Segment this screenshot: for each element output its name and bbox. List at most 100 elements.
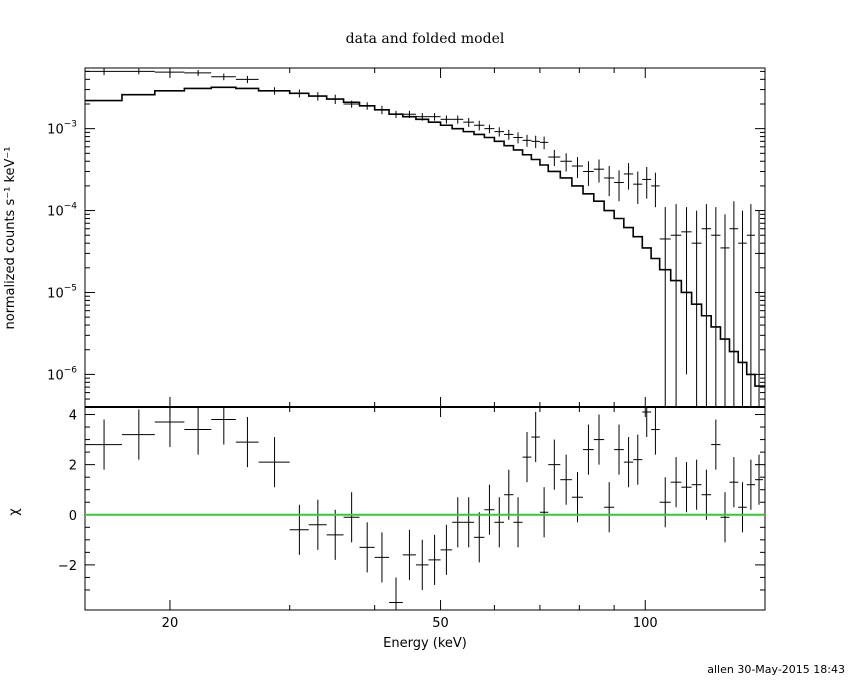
residual-point [691, 459, 702, 510]
residual-point [463, 497, 475, 548]
bottom-y-axis-label: χ [7, 508, 22, 516]
top-y-axis-label: normalized counts s⁻¹ keV⁻¹ [3, 147, 18, 330]
data-point [440, 115, 453, 124]
data-point [484, 124, 495, 134]
residual-point [746, 459, 755, 510]
data-point [633, 171, 643, 205]
residual-point [389, 577, 403, 610]
top-y-tick-label: 10−5 [47, 283, 77, 301]
footer-stamp: allen 30-May-2015 18:43 [707, 663, 845, 676]
residual-point [326, 509, 344, 560]
data-point [531, 135, 540, 149]
data-point [474, 120, 485, 131]
data-point [85, 68, 122, 76]
residual-point [754, 454, 764, 505]
data-point [154, 69, 185, 76]
residual-point [154, 407, 185, 448]
residual-point [593, 414, 605, 465]
residual-point [289, 504, 309, 555]
residual-point [681, 462, 692, 513]
residual-point [738, 482, 747, 533]
residual-point [440, 524, 453, 575]
residual-point [504, 469, 514, 520]
data-point [670, 204, 682, 407]
x-tick-label: 100 [633, 616, 658, 631]
data-point [583, 161, 594, 186]
residual-point [474, 512, 485, 563]
top-y-tick-label: 10−4 [47, 202, 77, 220]
residual-point [402, 529, 416, 580]
residual-point [614, 424, 624, 475]
data-point [711, 207, 721, 407]
data-point [729, 201, 739, 407]
residual-point [560, 454, 572, 505]
data-point [184, 69, 212, 76]
top-panel-data [85, 68, 764, 407]
data-point [211, 73, 236, 81]
data-point [504, 129, 514, 140]
x-tick-label: 20 [162, 616, 179, 631]
residual-point [539, 487, 549, 538]
residual-point [604, 482, 615, 533]
residual-point [583, 424, 594, 475]
residual-point [415, 539, 429, 590]
residual-point [308, 499, 327, 550]
residual-point [670, 457, 682, 508]
residual-point [659, 477, 671, 528]
data-point [681, 207, 692, 375]
bottom-panel-frame [84, 406, 766, 611]
residual-point [720, 492, 730, 543]
bottom-y-tick-label: 0 [69, 509, 77, 524]
data-point [651, 172, 660, 208]
data-point [593, 159, 605, 183]
residual-point [701, 469, 712, 520]
top-panel-model [85, 86, 765, 387]
residual-point [623, 437, 634, 488]
residual-point [484, 484, 495, 535]
bottom-y-tick-label: 2 [69, 459, 77, 474]
data-point [614, 170, 624, 202]
residual-point [359, 522, 375, 573]
data-point [428, 113, 441, 121]
top-panel-ticks: 10−3 10−4 10−5 10−6 [47, 68, 765, 408]
residual-point [522, 432, 532, 483]
residual-point [633, 434, 643, 485]
residual-point [642, 407, 652, 438]
data-point [738, 210, 747, 407]
data-point [548, 149, 561, 166]
data-point [746, 204, 755, 407]
residual-point [374, 532, 390, 583]
residual-point [548, 439, 561, 490]
residual-point [258, 437, 290, 488]
chart-title: data and folded model [346, 31, 505, 47]
data-point [235, 75, 259, 84]
x-axis-label: Energy (keV) [383, 636, 467, 651]
data-point [463, 117, 475, 127]
data-point [121, 68, 155, 75]
data-point [623, 163, 634, 190]
x-tick-label: 50 [432, 616, 449, 631]
residual-point [121, 409, 155, 460]
bottom-y-tick-label: 4 [69, 409, 77, 424]
residual-point [235, 417, 259, 468]
bottom-y-tick-label: −2 [58, 559, 77, 574]
data-point [604, 165, 615, 197]
data-point [513, 132, 523, 144]
residual-point [211, 407, 236, 445]
data-point [571, 157, 584, 178]
data-point [720, 214, 730, 407]
residual-point [452, 497, 464, 548]
data-point [701, 204, 712, 407]
residual-point [729, 457, 739, 508]
residual-point [184, 407, 212, 455]
data-point [494, 127, 505, 137]
residual-point [513, 497, 523, 548]
data-point [560, 153, 572, 172]
residual-point [343, 492, 360, 543]
top-y-tick-label: 10−6 [47, 365, 77, 383]
data-point [522, 134, 532, 147]
data-point [691, 210, 702, 407]
data-point [659, 207, 671, 407]
